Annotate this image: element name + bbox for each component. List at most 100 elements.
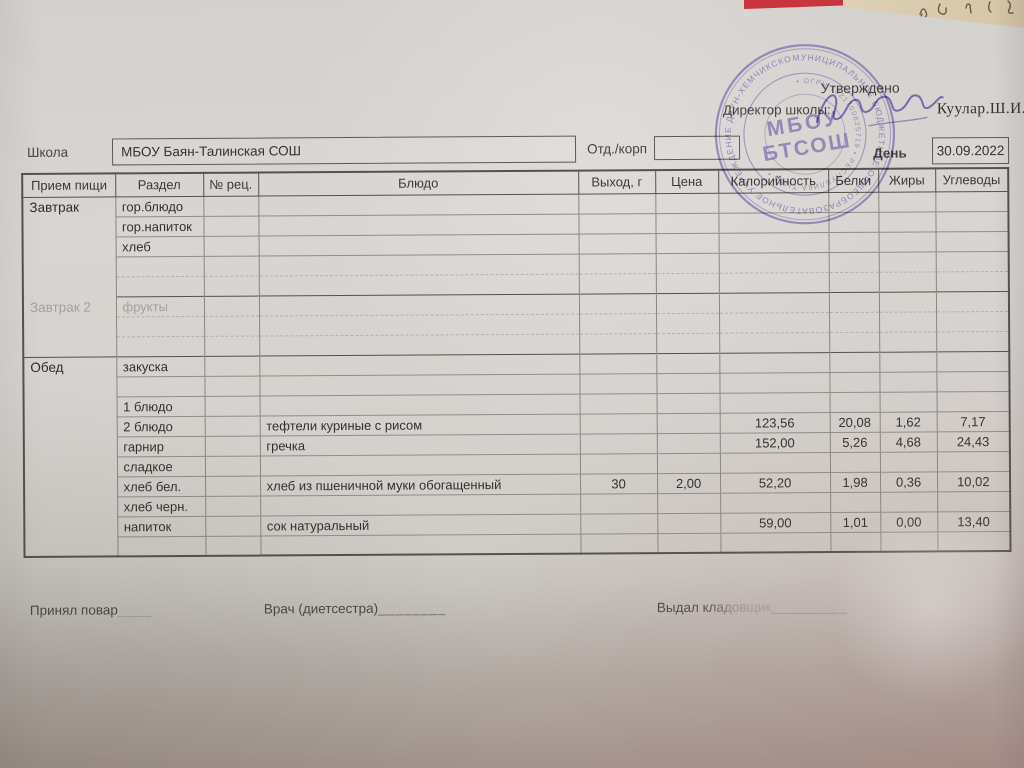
cook-label: Принял повар xyxy=(29,602,118,618)
protein-cell xyxy=(828,291,880,313)
carbs-cell xyxy=(935,210,1009,232)
storekeeper-signature-line: Выдал кладовщик_________ xyxy=(657,599,848,615)
menu-table-body: Завтрак гор.блюдо гор.напиток хлеб Завтрак 2… xyxy=(22,190,1011,557)
price-cell xyxy=(657,532,721,554)
protein-cell: 1,01 xyxy=(830,511,881,533)
column-header: Блюдо xyxy=(258,170,579,196)
dish-cell xyxy=(258,213,579,236)
calories-cell xyxy=(719,352,830,373)
price-cell xyxy=(655,192,719,214)
output-cell xyxy=(578,293,657,314)
protein-cell: 20,08 xyxy=(829,411,880,433)
price-cell xyxy=(656,432,720,454)
price-cell xyxy=(655,252,719,274)
carbs-cell xyxy=(936,310,1010,332)
price-cell xyxy=(656,372,720,394)
recipe-cell xyxy=(204,315,260,336)
dept-label: Отд./корп xyxy=(586,141,648,157)
fat-cell xyxy=(878,231,936,252)
section-cell: хлеб xyxy=(115,235,204,257)
protein-cell xyxy=(830,531,881,553)
price-cell xyxy=(655,272,719,294)
carbs-cell xyxy=(936,450,1011,472)
fat-cell xyxy=(879,331,937,352)
carbs-cell xyxy=(936,350,1010,372)
fat-cell xyxy=(878,271,936,292)
carbs-cell xyxy=(936,370,1010,392)
dish-cell xyxy=(259,373,580,396)
section-cell: закуска xyxy=(116,355,205,377)
output-cell: 30 xyxy=(580,473,658,494)
price-cell xyxy=(657,492,721,514)
recipe-cell xyxy=(205,475,261,496)
protein-cell: 5,26 xyxy=(829,431,880,453)
section-cell: гарнир xyxy=(116,435,205,457)
dish-cell xyxy=(258,293,580,316)
day-field: 30.09.2022 xyxy=(931,136,1010,165)
section-cell: напиток xyxy=(117,515,206,537)
menu-table: Прием пищи Раздел № рец. Блюдо Выход, г Цена К… xyxy=(21,166,1012,558)
fat-cell xyxy=(878,251,936,272)
section-cell xyxy=(116,315,205,337)
fat-cell: 1,62 xyxy=(879,411,937,432)
recipe-cell xyxy=(203,195,259,216)
calories-cell xyxy=(718,292,830,313)
fat-cell xyxy=(879,351,937,372)
price-cell xyxy=(655,212,719,234)
fat-cell xyxy=(879,451,938,472)
meal-cell: Завтрак xyxy=(22,196,116,297)
column-header: Цена xyxy=(655,169,719,194)
recipe-cell xyxy=(204,355,260,376)
doctor-signature-line: Врач (диетсестра)________ xyxy=(264,600,446,616)
output-cell xyxy=(579,353,657,374)
section-cell: сладкое xyxy=(116,455,206,477)
output-cell xyxy=(579,453,658,474)
calories-cell xyxy=(719,392,830,413)
section-cell: фрукты xyxy=(115,295,205,317)
dish-cell xyxy=(259,353,580,376)
fat-cell xyxy=(879,391,937,412)
column-header: Прием пищи xyxy=(22,173,116,197)
section-cell: хлеб черн. xyxy=(117,495,206,517)
recipe-cell xyxy=(204,395,260,416)
calories-cell xyxy=(720,492,831,513)
fat-cell xyxy=(879,311,937,332)
section-cell xyxy=(117,535,206,557)
price-cell xyxy=(657,512,721,534)
protein-cell xyxy=(829,311,880,333)
director-signature xyxy=(815,94,944,127)
carbs-cell xyxy=(937,490,1011,512)
price-cell xyxy=(656,312,720,334)
protein-cell xyxy=(828,271,879,293)
recipe-cell xyxy=(204,335,260,356)
fat-cell: 0,00 xyxy=(880,511,938,532)
protein-cell xyxy=(828,231,879,253)
protein-cell: 1,98 xyxy=(830,471,881,493)
carbs-cell: 13,40 xyxy=(937,510,1011,532)
fat-cell xyxy=(879,371,937,392)
section-cell: 2 блюдо xyxy=(116,415,205,437)
dish-cell xyxy=(258,273,579,296)
price-cell xyxy=(655,232,719,254)
meal-cell: Завтрак 2 xyxy=(22,296,117,357)
calories-cell: 59,00 xyxy=(720,512,831,533)
carbs-cell xyxy=(935,190,1009,212)
storekeeper-blank-line: _________ xyxy=(771,598,848,615)
calories-cell: 123,56 xyxy=(719,412,830,433)
recipe-cell xyxy=(204,375,260,396)
price-cell xyxy=(656,332,720,354)
dish-cell: гречка xyxy=(259,433,580,456)
output-cell xyxy=(578,233,656,254)
dish-cell xyxy=(260,533,581,556)
carbs-cell xyxy=(935,270,1009,292)
fat-cell xyxy=(878,291,937,312)
section-cell: гор.напиток xyxy=(115,215,204,237)
school-field: МБОУ Баян-Талинская СОШ xyxy=(111,135,577,166)
recipe-cell xyxy=(205,515,261,536)
section-cell xyxy=(116,375,205,397)
calories-cell xyxy=(718,252,829,273)
fat-cell xyxy=(880,491,938,512)
price-cell: 2,00 xyxy=(657,472,721,494)
recipe-cell xyxy=(204,435,260,456)
